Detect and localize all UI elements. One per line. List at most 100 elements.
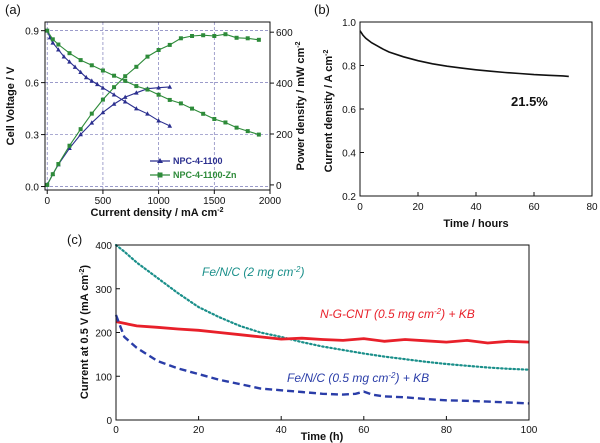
panel-c-xlabel: Time (h) — [301, 431, 344, 443]
panel-c-ticks: 0 20 40 60 80 100 0 100 200 300 400 — [95, 241, 537, 436]
point-npc-zn-power — [234, 35, 239, 40]
panel-a-xlabel-sup: -2 — [217, 207, 223, 214]
point-npc-power — [89, 120, 95, 125]
point-npc-zn-power — [67, 143, 72, 148]
point-npc-zn-power — [145, 54, 150, 59]
point-npc-power — [122, 94, 128, 99]
point-npc-zn-power — [50, 172, 55, 177]
point-npc-zn-power — [89, 111, 94, 116]
point-npc-voltage — [56, 47, 61, 52]
panel-b-xtick-label: 80 — [586, 202, 598, 213]
panel-c-letter: (c) — [67, 232, 82, 247]
point-npc-zn-power — [190, 34, 195, 38]
series-label-fe-n-c-2-end: ) — [298, 265, 304, 279]
panel-c-ylabel: Current at 0.5 V (mA cm-2) — [79, 265, 91, 400]
panel-a-xtick-label: 1000 — [147, 196, 170, 207]
panel-b-xtick-label: 0 — [357, 202, 363, 213]
panel-b-series — [359, 30, 569, 78]
point-npc-voltage — [134, 106, 139, 111]
series-line-fe-n-c-2 — [114, 243, 531, 371]
series-label-n-g-cnt-main: N-G-CNT (0.5 mg cm — [320, 307, 434, 321]
series-label-n-g-cnt: N-G-CNT (0.5 mg cm-2) + KB — [320, 307, 475, 321]
point-npc-zn-power — [212, 34, 217, 38]
panel-a-xtick-label: 0 — [44, 196, 50, 207]
panel-b-ylabel-main: Current density / A cm — [323, 56, 335, 173]
panel-a-yright-tick-label: 400 — [276, 79, 293, 90]
panel-a-letter: (a) — [5, 2, 21, 17]
panel-b-frame — [359, 21, 593, 197]
point-npc-voltage — [95, 81, 100, 87]
panel-a-xlabel-main: Current density / mA cm — [91, 207, 218, 219]
panel-b-ylabel-sup: -2 — [323, 50, 330, 56]
panel-b-ylabel: Current density / A cm-2 — [323, 50, 335, 173]
panel-a-grid — [45, 22, 271, 190]
point-npc-zn-voltage — [100, 68, 105, 73]
point-npc-voltage — [89, 78, 95, 83]
panel-a-ylabel-left: Cell Voltage / V — [5, 66, 17, 145]
panel-a-yleft-tick-label: 0.6 — [25, 79, 39, 90]
panel-a-ylabel-right: Power density / mW cm-2 — [295, 41, 307, 170]
point-npc-power — [156, 85, 161, 90]
series-line-npc-voltage — [46, 30, 171, 127]
point-npc-zn-voltage — [67, 51, 72, 56]
panel-a-frame — [44, 21, 271, 191]
point-npc-power — [78, 132, 83, 137]
point-npc-zn-voltage — [56, 42, 61, 47]
point-npc-voltage — [67, 59, 72, 64]
point-npc-zn-voltage — [45, 28, 50, 33]
point-npc-zn-voltage — [145, 87, 150, 92]
panel-a-xtick-label: 1500 — [203, 196, 226, 207]
panel-c-xtick-label: 0 — [113, 425, 119, 436]
panel-b: (b) 0 20 40 60 80 0.2 0.4 0.6 0.8 1.0 21.5% Time … — [314, 2, 598, 230]
point-npc-voltage — [167, 123, 173, 128]
point-npc-power — [167, 84, 173, 89]
panel-c-xtick-label: 60 — [358, 425, 370, 436]
panel-b-xtick-label: 60 — [528, 202, 540, 213]
panel-c-ytick-label: 300 — [95, 285, 112, 296]
panel-c-xtick-label: 80 — [441, 425, 453, 436]
panel-a-xtick-label: 2000 — [259, 196, 282, 207]
point-npc-zn-voltage — [50, 37, 55, 42]
panel-a-series — [44, 28, 261, 187]
series-label-fe-n-c-05: Fe/N/C (0.5 mg cm-2) + KB — [287, 371, 429, 385]
panel-c-xtick-label: 100 — [521, 425, 538, 436]
point-npc-zn-voltage — [156, 92, 161, 97]
point-npc-zn-power — [245, 36, 250, 41]
panel-a-yleft-tick-label: 0.3 — [25, 131, 39, 142]
panel-a-yright-tick-label: 200 — [276, 130, 293, 141]
series-label-n-g-cnt-end: ) + KB — [439, 307, 475, 321]
point-npc-zn-voltage — [123, 78, 128, 83]
panel-a-yright-tick-label: 0 — [276, 181, 282, 192]
series-label-fe-n-c-05-main: Fe/N/C (0.5 mg cm — [287, 371, 388, 385]
point-npc-power — [134, 90, 139, 95]
point-npc-zn-power — [178, 36, 183, 41]
panel-c: (c) 0 20 40 60 80 100 0 100 200 300 400 Fe/N/C (2 … — [67, 232, 538, 443]
point-npc-zn-power — [78, 127, 83, 132]
panel-a-xlabel: Current density / mA cm-2 — [91, 207, 224, 219]
point-npc-zn-power — [100, 97, 105, 102]
point-npc-zn-voltage — [190, 106, 195, 111]
panel-c-ylabel-end: ) — [79, 265, 91, 269]
panel-b-annotation: 21.5% — [511, 94, 548, 109]
legend-label-npc-zn: NPC-4-1100-Zn — [173, 170, 237, 180]
panel-b-ticks: 0 20 40 60 80 0.2 0.4 0.6 0.8 1.0 — [342, 18, 598, 213]
panel-c-ylabel-sup: -2 — [79, 268, 86, 274]
panel-b-ytick-label: 0.8 — [342, 62, 356, 73]
series-label-fe-n-c-2-sup: -2 — [293, 265, 301, 274]
panel-c-ytick-label: 0 — [106, 416, 112, 427]
point-npc-voltage — [145, 111, 150, 116]
point-npc-zn-voltage — [245, 129, 250, 134]
point-npc-zn-voltage — [112, 73, 117, 78]
point-npc-voltage — [100, 85, 106, 90]
panel-a-ticks: 0 500 1000 1500 2000 0.0 0.3 0.6 0.9 0 200 400 600 — [25, 27, 293, 207]
panel-b-ytick-label: 0.6 — [342, 105, 356, 116]
series-line-npc-power — [46, 86, 170, 186]
panel-b-xtick-label: 20 — [412, 202, 424, 213]
series-line-n-g-cnt — [115, 320, 530, 345]
series-label-fe-n-c-2: Fe/N/C (2 mg cm-2) — [202, 265, 304, 279]
legend-marker-npc — [157, 158, 163, 163]
point-npc-zn-power — [123, 74, 128, 79]
series-line-current-density — [359, 30, 569, 78]
point-npc-voltage — [61, 54, 67, 59]
